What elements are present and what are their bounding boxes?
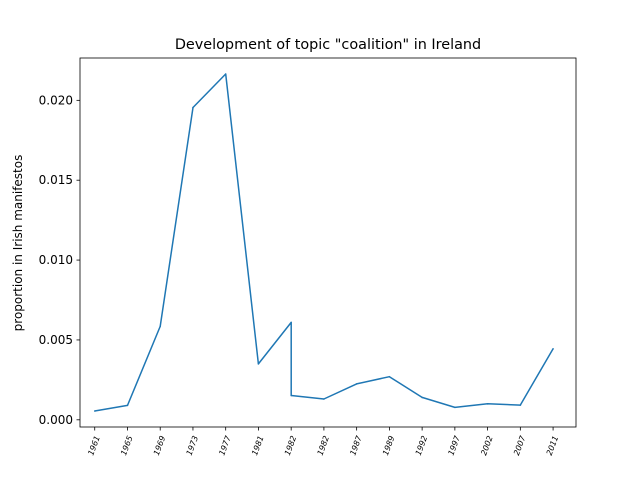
data-point [519, 404, 522, 406]
x-tick-label: 1992 [414, 435, 429, 457]
x-tick-label: 2011 [545, 435, 560, 457]
plot-frame [79, 57, 577, 428]
data-point [126, 404, 129, 407]
x-tick-label: 1987 [348, 434, 364, 457]
x-tick-label: 1997 [447, 434, 463, 457]
x-tick-label: 1965 [119, 435, 134, 457]
data-point [257, 363, 260, 365]
x-tick-label: 1961 [86, 435, 101, 457]
series-line [94, 73, 554, 412]
data-point [355, 383, 358, 385]
x-tick-label: 2002 [479, 435, 494, 457]
y-tick-label: 0.020 [39, 93, 73, 107]
x-tick-label: 1982 [316, 435, 331, 457]
x-tick-label: 1969 [152, 435, 167, 457]
data-point [486, 403, 489, 405]
y-axis-label: proportion in Irish manifestos [11, 155, 25, 332]
x-tick-label: 1981 [250, 435, 265, 457]
y-tick-label: 0.015 [39, 173, 73, 187]
data-point [290, 321, 292, 324]
data-point [454, 406, 456, 409]
data-point [159, 325, 161, 328]
data-point [93, 410, 96, 412]
y-tick-label: 0.010 [39, 253, 73, 267]
data-point [388, 375, 391, 378]
data-point [192, 106, 194, 109]
data-point [552, 347, 554, 350]
y-tick-label: 0.005 [39, 333, 73, 347]
chart-title: Development of topic "coalition" in Irel… [175, 37, 481, 53]
x-tick-label: 1977 [217, 434, 233, 457]
data-point [224, 73, 227, 75]
data-point [421, 396, 423, 399]
data-point [290, 394, 292, 397]
x-tick-label: 1989 [381, 435, 396, 457]
x-tick-label: 2007 [512, 434, 528, 457]
x-tick-label: 1973 [185, 435, 200, 457]
x-tick-label: 1982 [283, 435, 298, 457]
data-point [323, 398, 325, 400]
y-tick-label: 0.000 [39, 413, 73, 427]
